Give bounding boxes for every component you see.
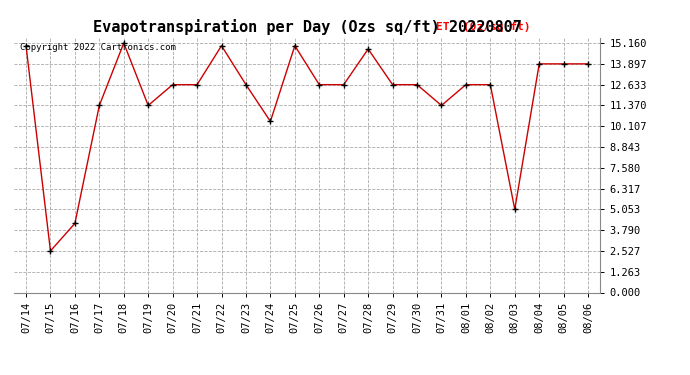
Text: ET  (0z/sq ft): ET (0z/sq ft) [436,22,531,32]
Title: Evapotranspiration per Day (Ozs sq/ft) 20220807: Evapotranspiration per Day (Ozs sq/ft) 2… [92,19,522,35]
Text: Copyright 2022 Cartronics.com: Copyright 2022 Cartronics.com [19,43,175,52]
